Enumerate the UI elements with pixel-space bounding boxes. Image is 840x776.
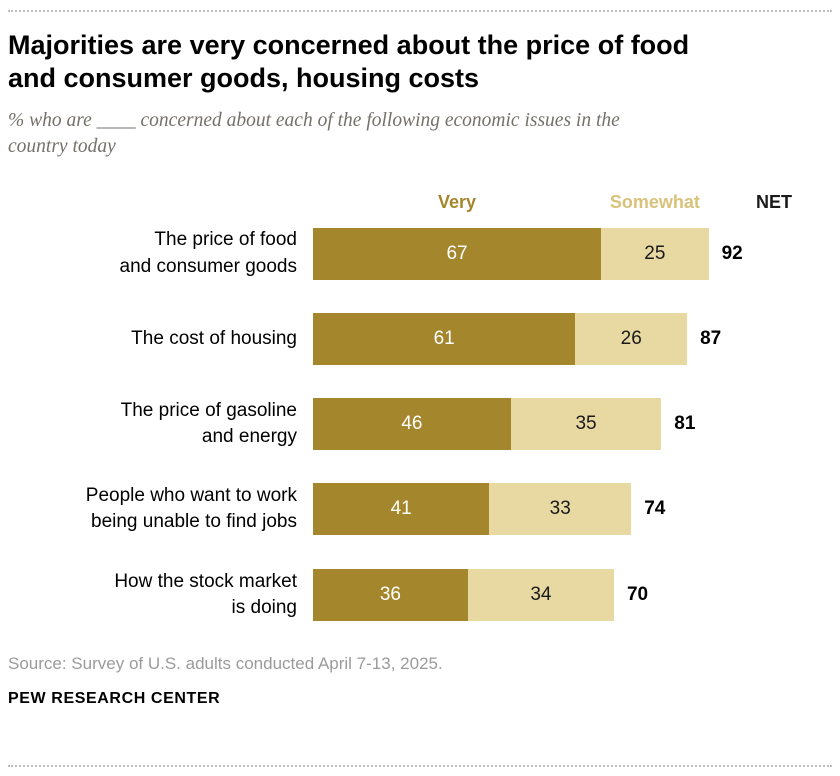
chart-row: How the stock market is doing 36 34 70 xyxy=(8,568,832,621)
net-value: 70 xyxy=(626,583,649,605)
somewhat-bar-segment: 33 xyxy=(489,483,632,536)
legend-somewhat-label: Somewhat xyxy=(609,192,700,213)
legend-net-label: NET xyxy=(756,192,792,213)
legend-track: Very Somewhat xyxy=(313,189,743,213)
very-value: 36 xyxy=(379,583,401,605)
chart-subtitle: % who are ____ concerned about each of t… xyxy=(8,109,620,157)
page-title: Majorities are very concerned about the … xyxy=(8,30,690,93)
top-divider xyxy=(8,10,832,12)
very-bar-segment: 67 xyxy=(313,227,602,280)
net-value: 81 xyxy=(674,413,696,434)
chart-row: People who want to work being unable to … xyxy=(8,483,832,536)
bar-track: 67 25 92 xyxy=(313,227,743,280)
very-bar-segment: 61 xyxy=(313,312,576,365)
chart-row: The price of gasoline and energy 46 35 8… xyxy=(8,398,832,450)
very-value: 41 xyxy=(390,498,412,520)
chart-row: The cost of housing 61 26 87 xyxy=(8,312,832,365)
bottom-divider xyxy=(8,765,832,767)
category-label: The price of gasoline and energy xyxy=(120,399,297,447)
net-value: 74 xyxy=(644,498,666,520)
category-label: How the stock market is doing xyxy=(114,570,297,618)
bar-track: 61 26 87 xyxy=(313,312,743,365)
bar-track: 41 33 74 xyxy=(313,483,743,536)
very-value: 67 xyxy=(446,242,468,264)
very-bar-segment: 41 xyxy=(313,483,490,536)
legend: Very Somewhat NET xyxy=(8,189,832,213)
brand-name: PEW RESEARCH CENTER xyxy=(8,690,221,708)
somewhat-value: 26 xyxy=(620,327,642,349)
chart-row: The price of food and consumer goods 67 … xyxy=(8,227,832,280)
net-value: 92 xyxy=(721,242,743,264)
category-label: The price of food and consumer goods xyxy=(119,229,297,277)
source-note: Source: Survey of U.S. adults conducted … xyxy=(8,654,443,674)
somewhat-value: 25 xyxy=(644,242,666,264)
somewhat-bar-segment: 26 xyxy=(575,312,688,365)
category-label: People who want to work being unable to … xyxy=(85,485,297,533)
net-value: 87 xyxy=(700,327,722,349)
category-label: The cost of housing xyxy=(131,327,297,349)
somewhat-value: 35 xyxy=(575,413,597,434)
very-bar-segment: 36 xyxy=(313,568,468,621)
legend-very-label: Very xyxy=(438,192,477,213)
bar-track: 46 35 81 xyxy=(313,398,743,450)
very-value: 46 xyxy=(401,413,423,434)
somewhat-value: 33 xyxy=(549,498,571,520)
somewhat-value: 34 xyxy=(530,583,552,605)
very-value: 61 xyxy=(433,327,455,349)
somewhat-bar-segment: 34 xyxy=(467,568,614,621)
somewhat-bar-segment: 25 xyxy=(601,227,709,280)
bar-track: 36 34 70 xyxy=(313,568,743,621)
very-bar-segment: 46 xyxy=(313,398,511,450)
somewhat-bar-segment: 35 xyxy=(510,398,662,450)
bar-chart: The price of food and consumer goods 67 … xyxy=(8,227,832,621)
